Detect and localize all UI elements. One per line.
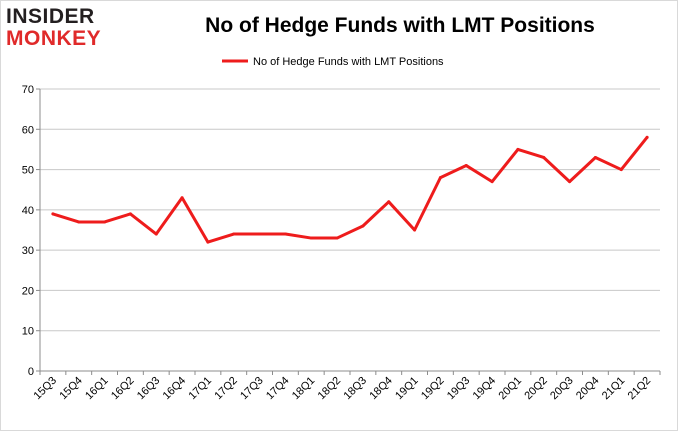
y-tick-label: 60	[22, 124, 34, 136]
data-point	[51, 212, 55, 216]
x-tick-label: 18Q3	[342, 375, 370, 403]
data-point	[309, 236, 313, 240]
x-tick-label: 19Q2	[419, 375, 447, 403]
data-point	[593, 155, 597, 159]
data-point	[542, 155, 546, 159]
insider-monkey-logo: INSIDER MONKEY	[6, 6, 128, 52]
data-point	[645, 135, 649, 139]
data-point	[77, 220, 81, 224]
y-tick-label: 70	[22, 84, 34, 96]
data-point	[413, 228, 417, 232]
data-point	[232, 232, 236, 236]
data-point	[361, 224, 365, 228]
x-tick-label: 21Q2	[626, 375, 654, 403]
x-tick-label: 18Q1	[290, 375, 318, 403]
data-series	[51, 135, 649, 244]
x-tick-label: 16Q2	[109, 375, 137, 403]
data-point	[283, 232, 287, 236]
data-point	[154, 232, 158, 236]
x-tick-label: 21Q1	[600, 375, 628, 403]
x-tick-label: 15Q3	[32, 375, 60, 403]
x-tick-label: 17Q1	[187, 375, 215, 403]
data-point	[619, 168, 623, 172]
axes	[36, 88, 661, 375]
y-tick-labels: 0 10 20 30 40 50 60 70	[22, 84, 34, 378]
data-point	[387, 200, 391, 204]
y-tick-label: 30	[22, 245, 34, 257]
x-tick-label: 16Q3	[135, 375, 163, 403]
data-point	[464, 164, 468, 168]
data-point	[438, 176, 442, 180]
logo-line-monkey: MONKEY	[6, 27, 102, 50]
data-point	[103, 220, 107, 224]
data-point	[490, 180, 494, 184]
data-point	[258, 232, 262, 236]
x-tick-label: 16Q4	[161, 375, 189, 403]
x-tick-label: 18Q4	[367, 375, 395, 403]
x-tick-labels: 15Q315Q416Q116Q216Q316Q417Q117Q217Q317Q4…	[32, 375, 654, 403]
x-tick-label: 20Q2	[522, 375, 550, 403]
legend-label: No of Hedge Funds with LMT Positions	[253, 56, 444, 68]
legend: No of Hedge Funds with LMT Positions	[222, 56, 444, 68]
data-point	[335, 236, 339, 240]
x-tick-label: 17Q3	[238, 375, 266, 403]
x-tick-label: 17Q2	[212, 375, 240, 403]
data-point	[128, 212, 132, 216]
y-tick-label: 50	[22, 165, 34, 177]
x-tick-label: 20Q4	[574, 375, 602, 403]
y-tick-label: 10	[22, 326, 34, 338]
x-tick-label: 19Q4	[471, 375, 499, 403]
x-tick-label: 19Q1	[393, 375, 421, 403]
x-tick-label: 17Q4	[264, 375, 292, 403]
data-point	[206, 240, 210, 244]
y-tick-label: 20	[22, 285, 34, 297]
data-point	[180, 196, 184, 200]
x-tick-label: 18Q2	[316, 375, 344, 403]
y-tick-label: 0	[28, 366, 34, 378]
series-line-0	[51, 135, 649, 244]
data-point	[516, 147, 520, 151]
x-tick-label: 19Q3	[445, 375, 473, 403]
x-tick-label: 20Q1	[497, 375, 525, 403]
chart-title: No of Hedge Funds with LMT Positions	[205, 14, 595, 37]
logo-line-insider: INSIDER	[6, 5, 95, 28]
data-point	[568, 180, 572, 184]
x-tick-label: 15Q4	[57, 375, 85, 403]
x-tick-label: 16Q1	[83, 375, 111, 403]
gridlines	[40, 88, 660, 332]
y-tick-label: 40	[22, 205, 34, 217]
x-tick-label: 20Q3	[548, 375, 576, 403]
